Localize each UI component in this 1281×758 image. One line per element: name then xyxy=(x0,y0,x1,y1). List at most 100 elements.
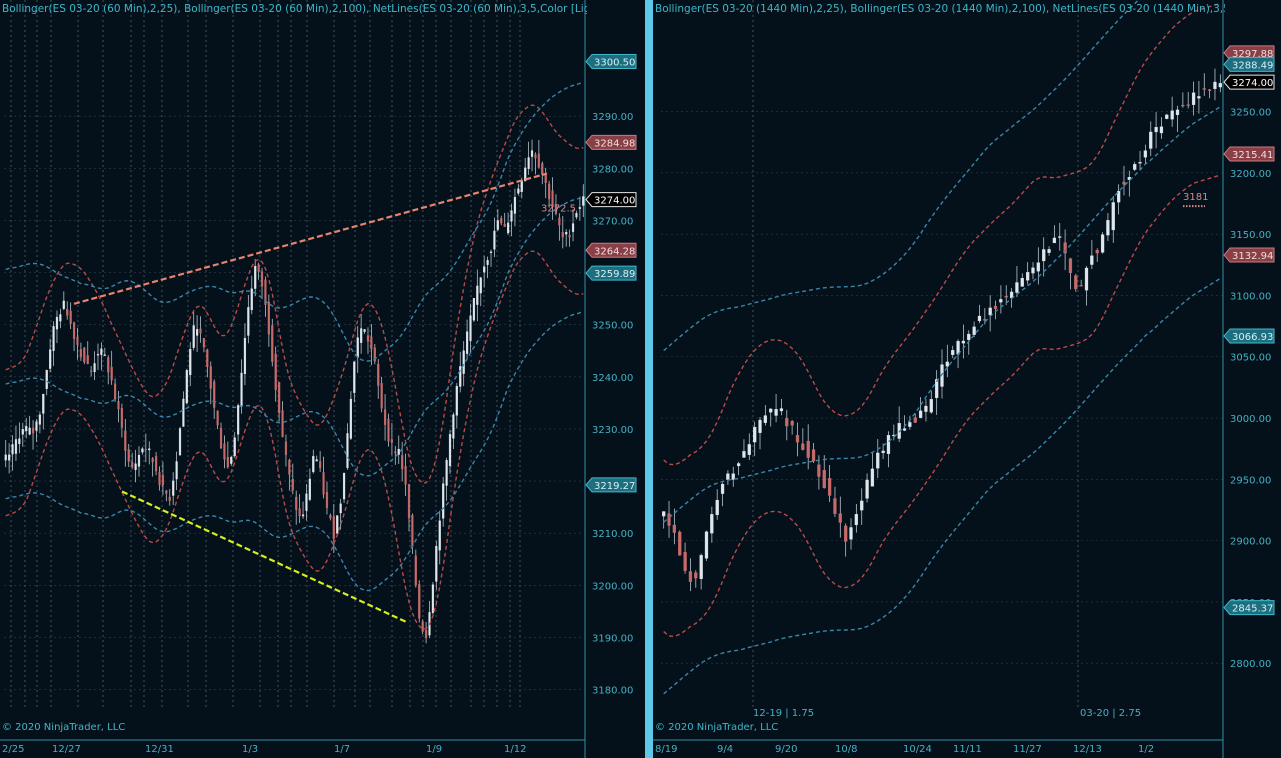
price-axis-tick-label: 3290.00 xyxy=(592,112,633,123)
candle-body xyxy=(486,260,489,265)
candle-body xyxy=(747,444,751,455)
candle-body xyxy=(672,524,677,533)
candle-body xyxy=(31,427,35,434)
candle-body xyxy=(870,468,875,487)
price-axis-tick-label: 3270.00 xyxy=(592,216,633,227)
candle-body xyxy=(370,336,373,350)
candle-body xyxy=(551,190,554,208)
candle-body xyxy=(360,328,363,343)
candle-body xyxy=(1149,131,1153,149)
candle-body xyxy=(726,473,730,480)
candle-body xyxy=(489,251,493,253)
candle-body xyxy=(1133,164,1137,170)
candle-body xyxy=(25,426,28,432)
candle-body xyxy=(472,298,476,321)
price-axis-tick-label: 3210.00 xyxy=(592,529,633,540)
price-marker-label: 3300.50 xyxy=(594,57,635,68)
candle-body xyxy=(100,348,103,355)
candle-body xyxy=(935,379,939,398)
candle-body xyxy=(1154,127,1158,133)
panel-divider[interactable] xyxy=(645,0,653,758)
candle-body xyxy=(445,460,448,486)
price-axis-tick-label: 3150.00 xyxy=(1230,230,1271,241)
candle-body xyxy=(571,223,575,232)
candle-body xyxy=(1111,202,1115,231)
candle-body xyxy=(401,455,404,470)
candle-body xyxy=(1218,83,1222,88)
candle-body xyxy=(758,419,762,433)
chart-canvas-60min[interactable]: 3180.003190.003200.003210.003220.003230.… xyxy=(0,0,645,758)
candle-body xyxy=(117,401,120,410)
price-marker-label: 3259.89 xyxy=(594,269,635,280)
candle-body xyxy=(35,421,38,431)
candle-body xyxy=(356,337,359,358)
price-marker-blue: 2845.37 xyxy=(1223,600,1275,616)
candle-body xyxy=(1191,92,1196,105)
price-axis-tick-label: 3230.00 xyxy=(592,425,633,436)
candle-body xyxy=(83,347,86,363)
candle-body xyxy=(908,422,912,427)
candle-body xyxy=(1068,258,1073,274)
price-marker-current: 3274.00 xyxy=(585,192,637,208)
candle-body xyxy=(500,218,503,224)
candle-body xyxy=(1063,242,1067,254)
time-axis-tick-label: 12/27 xyxy=(52,744,81,755)
candle-body xyxy=(951,350,955,355)
candle-body xyxy=(1207,89,1212,91)
candle-body xyxy=(113,383,117,400)
candle-body xyxy=(260,271,264,287)
candle-body xyxy=(876,452,880,469)
candle-body xyxy=(779,408,784,412)
candle-body xyxy=(541,163,544,175)
candle-body xyxy=(785,417,789,427)
candle-body xyxy=(678,531,682,556)
candle-body xyxy=(254,266,257,289)
candle-body xyxy=(1079,285,1083,287)
candle-body xyxy=(530,150,534,157)
price-axis-tick-label: 3100.00 xyxy=(1230,291,1271,302)
price-marker-label: 3219.27 xyxy=(594,481,635,492)
candle-body xyxy=(929,399,933,413)
candle-body xyxy=(148,448,151,451)
candle-body xyxy=(336,515,339,534)
candle-body xyxy=(694,572,698,579)
price-marker-label: 3264.28 xyxy=(594,246,635,257)
candle-body xyxy=(1026,272,1030,281)
price-marker-blue: 3259.89 xyxy=(585,265,637,281)
candle-body xyxy=(107,357,110,373)
candle-body xyxy=(1213,81,1217,90)
candle-body xyxy=(1058,236,1062,238)
chart-canvas-1440min[interactable]: 2800.002850.002900.002950.003000.003050.… xyxy=(653,0,1281,758)
price-axis-tick-label: 3180.00 xyxy=(592,686,633,697)
price-annotation: 3272.5 xyxy=(541,203,576,214)
candle-body xyxy=(178,428,182,456)
candle-body xyxy=(1015,282,1019,293)
candle-body xyxy=(548,183,551,200)
candle-body xyxy=(469,315,472,341)
chart-panel-60min[interactable]: 3180.003190.003200.003210.003220.003230.… xyxy=(0,0,645,758)
candle-body xyxy=(407,484,411,519)
price-annotation: 3181 xyxy=(1183,192,1208,203)
price-marker-label: 2845.37 xyxy=(1232,604,1273,615)
candle-body xyxy=(213,381,216,408)
time-axis-tick-label: 1/2 xyxy=(1138,744,1154,755)
candle-body xyxy=(4,454,7,461)
candle-body xyxy=(961,340,966,344)
candle-body xyxy=(346,433,349,469)
bollinger-100-middle-band xyxy=(5,196,584,477)
candle-body xyxy=(1175,109,1180,116)
candle-body xyxy=(301,514,305,517)
candle-body xyxy=(790,421,794,426)
candle-body xyxy=(1084,267,1089,291)
candle-body xyxy=(496,220,499,230)
candle-body xyxy=(886,435,891,454)
chart-panel-1440min[interactable]: 2800.002850.002900.002950.003000.003050.… xyxy=(653,0,1281,758)
candle-body xyxy=(219,427,223,449)
candle-body xyxy=(90,370,93,372)
candle-body xyxy=(66,309,69,316)
candle-body xyxy=(240,372,243,407)
candle-body xyxy=(801,443,805,450)
candle-body xyxy=(1170,110,1174,120)
candle-body xyxy=(524,167,527,182)
candle-body xyxy=(151,458,154,462)
